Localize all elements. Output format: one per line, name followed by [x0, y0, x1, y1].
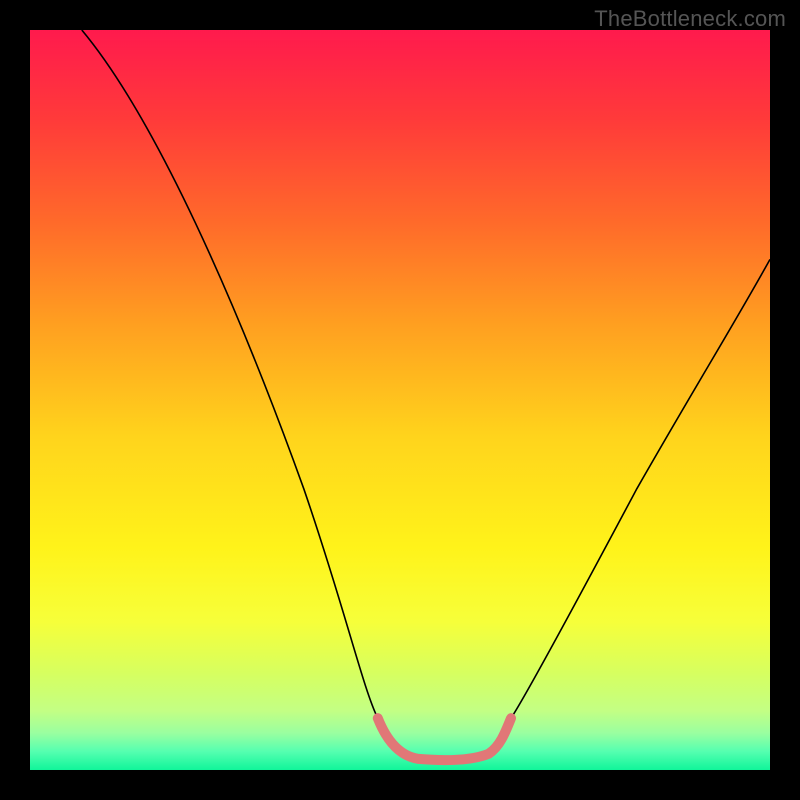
watermark-text: TheBottleneck.com	[594, 6, 786, 32]
main-curve	[82, 30, 770, 718]
chart-frame: TheBottleneck.com	[0, 0, 800, 800]
curve-layer	[30, 30, 770, 770]
bottom-connector	[378, 718, 511, 760]
plot-area	[30, 30, 770, 770]
